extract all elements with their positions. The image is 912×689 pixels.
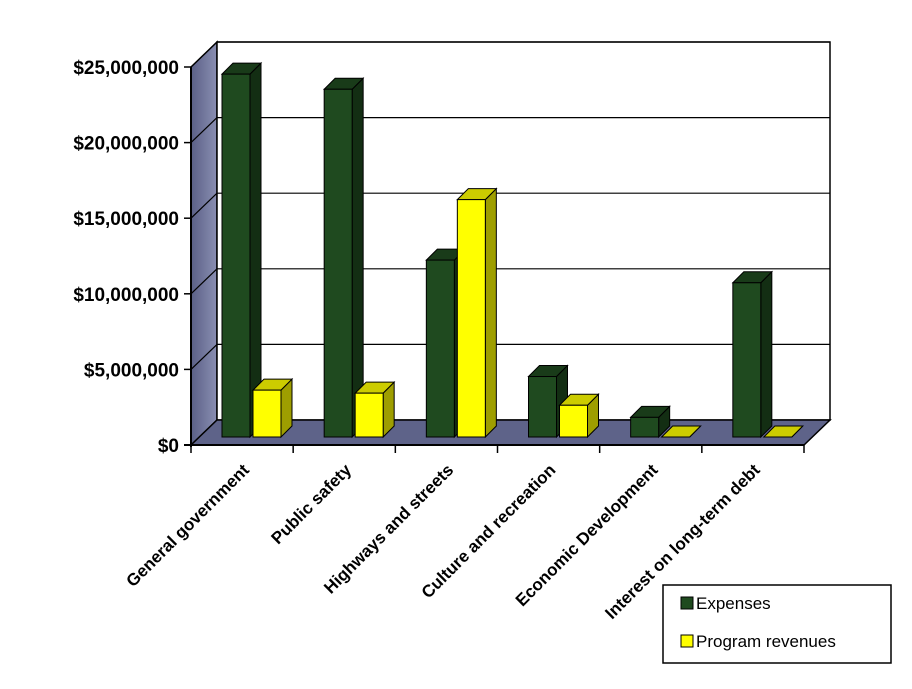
legend: Expenses Program revenues	[662, 584, 892, 664]
y-tick-label: $20,000,000	[73, 134, 179, 155]
bar-front	[425, 259, 455, 438]
bar-side	[351, 77, 364, 439]
bar-front	[354, 392, 384, 438]
bar-program-revenues	[558, 393, 600, 439]
gridline-side	[190, 41, 218, 68]
gridline-side	[190, 343, 218, 370]
bar-front	[323, 88, 353, 438]
bar-front	[252, 389, 282, 438]
bar-expenses	[731, 270, 774, 439]
x-category-label: General government	[123, 460, 254, 591]
bar-front	[732, 282, 762, 438]
bar-top	[762, 425, 805, 438]
bar-side	[760, 270, 773, 439]
gridline-side	[190, 117, 218, 144]
bar-front	[456, 199, 486, 438]
legend-box	[662, 584, 892, 664]
y-tick-label: $25,000,000	[73, 58, 179, 79]
gridline-side	[190, 192, 218, 219]
bar-program-revenues	[762, 425, 805, 438]
bar-front	[630, 416, 660, 438]
y-tick-label: $15,000,000	[73, 209, 179, 230]
bar-program-revenues	[660, 425, 702, 438]
bar-program-revenues	[251, 377, 294, 439]
bar-front	[559, 404, 588, 438]
bar-top	[660, 425, 702, 438]
bar-expenses	[322, 77, 365, 439]
chart-side-wall	[190, 40, 218, 447]
bar-expenses	[629, 405, 671, 439]
chart-back-wall	[216, 41, 831, 421]
bar-side	[249, 61, 262, 439]
bar-front	[528, 376, 557, 438]
legend-label-expenses: Expenses	[696, 594, 771, 613]
legend-swatch-expenses	[680, 596, 694, 610]
bar-side	[484, 187, 497, 439]
y-tick-label: $5,000,000	[84, 360, 179, 381]
gridline-side	[190, 268, 218, 295]
y-tick-label: $10,000,000	[73, 285, 179, 306]
legend-swatch-program-revenues	[680, 634, 694, 648]
bar-expenses	[220, 61, 263, 439]
bar-program-revenues	[353, 380, 396, 439]
y-tick-label: $0	[158, 436, 179, 457]
x-category-label: Public safety	[267, 460, 355, 548]
legend-label-program-revenues: Program revenues	[696, 632, 836, 651]
bar-program-revenues	[456, 187, 498, 439]
bar-front	[221, 73, 251, 438]
